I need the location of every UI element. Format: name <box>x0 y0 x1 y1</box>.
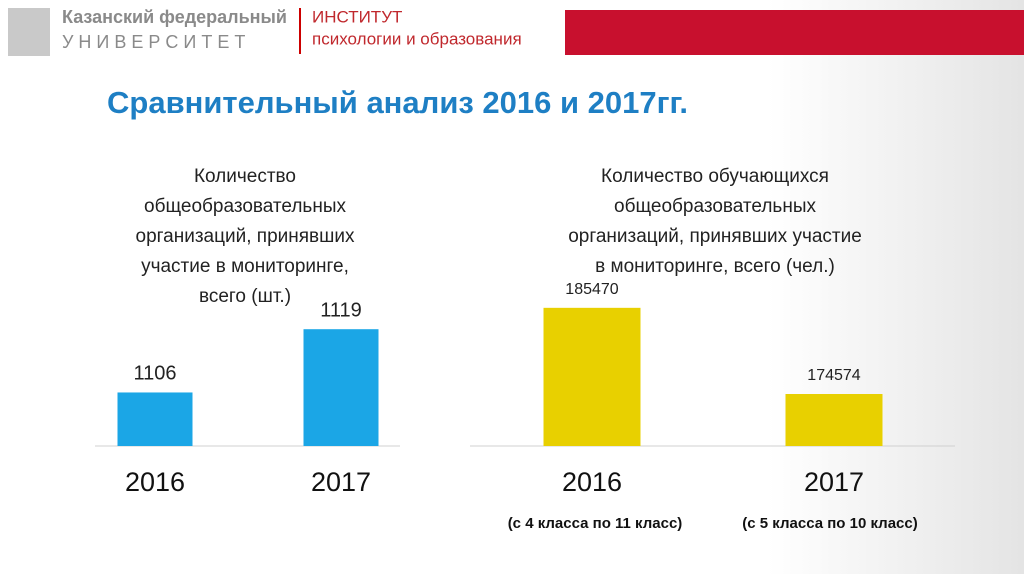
chart-title: Количество обучающихся <box>601 166 829 187</box>
x-tick-label: 2016 <box>562 467 622 497</box>
chart-title: участие в мониторинге, <box>141 256 349 277</box>
logo-emblem <box>8 8 50 56</box>
value-label: 1119 <box>320 299 362 321</box>
institute-name: ИНСТИТУТ <box>312 7 402 26</box>
bar <box>543 307 641 446</box>
bar <box>785 394 883 446</box>
category-note: (с 5 класса по 10 класс) <box>742 515 917 532</box>
category-note: (с 4 класса по 11 класс) <box>508 515 683 532</box>
x-tick-label: 2017 <box>804 467 864 497</box>
bar <box>303 329 379 446</box>
value-label: 174574 <box>807 367 860 384</box>
slide-title: Сравнительный анализ 2016 и 2017гг. <box>107 85 688 120</box>
university-name: У Н И В Е Р С И Т Е Т <box>62 32 245 52</box>
x-tick-label: 2017 <box>311 467 371 497</box>
chart-title: всего (шт.) <box>199 286 291 307</box>
value-label: 1106 <box>133 363 176 385</box>
institute-name: психологии и образования <box>312 29 522 48</box>
chart-title: организаций, принявших участие <box>568 226 862 247</box>
value-label: 185470 <box>565 281 618 298</box>
bar <box>117 392 193 446</box>
chart-title: Количество <box>194 166 296 187</box>
chart-title: организаций, принявших <box>136 226 355 247</box>
university-name: Казанский федеральный <box>62 7 287 27</box>
chart-title: общеобразовательных <box>144 196 346 217</box>
chart-title: общеобразовательных <box>614 196 816 217</box>
x-tick-label: 2016 <box>125 467 185 497</box>
header-bar <box>565 10 1024 55</box>
chart-title: в мониторинге, всего (чел.) <box>595 256 835 277</box>
